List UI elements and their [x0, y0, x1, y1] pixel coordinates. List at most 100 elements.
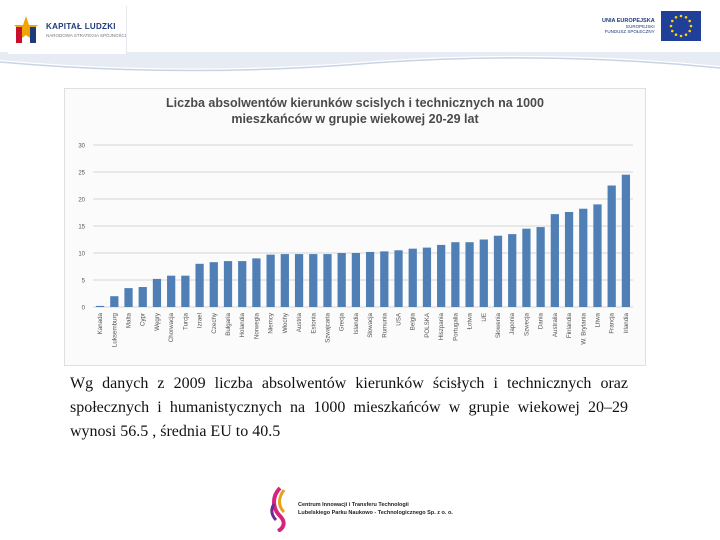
x-tick-label: UE	[481, 313, 488, 322]
bar	[508, 234, 517, 307]
citt-emblem-icon	[270, 486, 286, 532]
kapital-ludzki-logo: KAPITAŁ LUDZKI NARODOWA STRATEGIA SPÓJNO…	[8, 6, 127, 54]
bar	[522, 228, 531, 307]
x-tick-label: Niemcy	[268, 312, 275, 334]
x-tick-label: Japonia	[509, 312, 516, 334]
chart-title: Liczba absolwentów kierunków scislych i …	[65, 95, 645, 127]
x-tick-label: Szwecja	[523, 312, 530, 336]
x-tick-label: Bułgaria	[225, 312, 232, 335]
y-tick-label: 10	[78, 252, 85, 258]
x-tick-label: Rumunia	[381, 312, 388, 337]
x-tick-label: Austria	[296, 312, 303, 332]
bar	[564, 211, 574, 307]
eu-logo: UNIA EUROPEJSKA EUROPEJSKI FUNDUSZ SPOŁE…	[602, 8, 712, 44]
bar	[309, 254, 318, 307]
bar	[380, 251, 389, 307]
bar	[593, 204, 602, 307]
x-tick-label: Malta	[126, 312, 133, 328]
y-tick-label: 30	[78, 144, 85, 150]
kapital-ludzki-subtitle: NARODOWA STRATEGIA SPÓJNOŚCI	[46, 33, 127, 38]
bar	[124, 288, 133, 307]
eu-logo-line3: FUNDUSZ SPOŁECZNY	[604, 29, 655, 34]
bar	[621, 174, 631, 307]
bar	[351, 253, 361, 307]
x-tick-label: Francja	[609, 312, 616, 333]
y-tick-label: 0	[82, 306, 86, 312]
bar	[280, 254, 289, 307]
bar	[95, 305, 105, 307]
bar	[579, 208, 588, 307]
x-tick-label: Łotwa	[467, 312, 474, 329]
x-tick-label: Islandia	[353, 312, 360, 334]
x-tick-label: Portugalia	[452, 312, 459, 340]
citt-logo: Centrum Innowacji i Transferu Technologi…	[268, 484, 458, 534]
eu-logo-line2: EUROPEJSKI	[626, 24, 655, 29]
bar	[195, 263, 204, 307]
x-tick-label: POLSKA	[424, 312, 431, 338]
x-tick-label: Izrael	[197, 313, 204, 328]
citt-line1: Centrum Innowacji i Transferu Technologi…	[298, 502, 409, 508]
chart-title-line2: mieszkańców w grupie wiekowej 20-29 lat	[231, 112, 479, 126]
kapital-ludzki-emblem-icon	[12, 13, 40, 47]
x-tick-label: Turcja	[182, 312, 189, 330]
eu-logo-line1: UNIA EUROPEJSKA	[602, 18, 655, 24]
bar	[167, 275, 176, 307]
bar	[465, 242, 474, 307]
chart-title-line1: Liczba absolwentów kierunków scislych i …	[166, 96, 544, 110]
y-tick-label: 15	[78, 225, 85, 231]
x-tick-label: Dania	[538, 312, 545, 329]
x-tick-label: Grecja	[339, 312, 346, 331]
bar	[365, 251, 375, 307]
x-tick-label: Irlandia	[623, 312, 630, 333]
bar	[209, 262, 218, 307]
bar	[294, 254, 304, 307]
bar	[238, 261, 247, 307]
x-tick-label: Kanada	[97, 312, 104, 334]
bar	[536, 227, 545, 307]
bar	[110, 296, 119, 307]
y-tick-label: 20	[78, 198, 85, 204]
bar	[422, 247, 432, 307]
bar	[550, 214, 559, 307]
x-tick-label: Estonia	[310, 312, 317, 333]
bar	[479, 239, 488, 307]
bar	[152, 278, 162, 307]
x-tick-label: Australia	[552, 312, 559, 337]
header-wave-decoration	[0, 52, 720, 72]
x-tick-label: Litwa	[594, 312, 601, 327]
bar	[493, 235, 503, 307]
bar	[394, 250, 403, 307]
x-tick-label: Cypr	[140, 313, 147, 326]
bar	[323, 254, 332, 307]
y-tick-label: 5	[82, 279, 86, 285]
x-tick-label: Belgia	[410, 312, 417, 330]
bar	[437, 244, 446, 307]
x-tick-label: Chorwacja	[168, 312, 175, 342]
x-tick-label: Szwajcaria	[324, 312, 331, 342]
x-tick-label: Holandia	[239, 312, 246, 337]
caption-text: Wg danych z 2009 liczba absolwentów kier…	[70, 375, 628, 440]
eu-flag-icon	[660, 11, 701, 41]
bar	[337, 253, 346, 307]
x-tick-label: W. Brytania	[580, 312, 587, 344]
citt-line2: Lubelskiego Parku Naukowo - Technologicz…	[298, 510, 453, 516]
x-tick-label: Finlandia	[566, 312, 573, 338]
bar	[181, 275, 190, 307]
x-tick-label: Czechy	[211, 312, 218, 334]
bar	[266, 254, 275, 307]
kapital-ludzki-title: KAPITAŁ LUDZKI	[46, 22, 116, 31]
x-tick-label: Włochy	[282, 312, 289, 333]
bar	[451, 242, 460, 307]
bar	[607, 185, 616, 307]
bar	[408, 248, 417, 307]
bar-chart: 0 5 10 15 20 25 30 Kanada Luksemburg Malta Cypr Węg…	[78, 144, 633, 347]
y-tick-label: 25	[78, 171, 85, 177]
bar	[138, 287, 147, 307]
x-tick-label: Hiszpania	[438, 312, 445, 340]
x-tick-label: Węgry	[154, 312, 161, 331]
bar	[223, 261, 233, 307]
x-tick-label: Norwegia	[253, 312, 260, 339]
x-tick-label: Luksemburg	[111, 312, 118, 347]
x-tick-label: Słowenia	[495, 312, 502, 338]
bar	[252, 258, 261, 307]
